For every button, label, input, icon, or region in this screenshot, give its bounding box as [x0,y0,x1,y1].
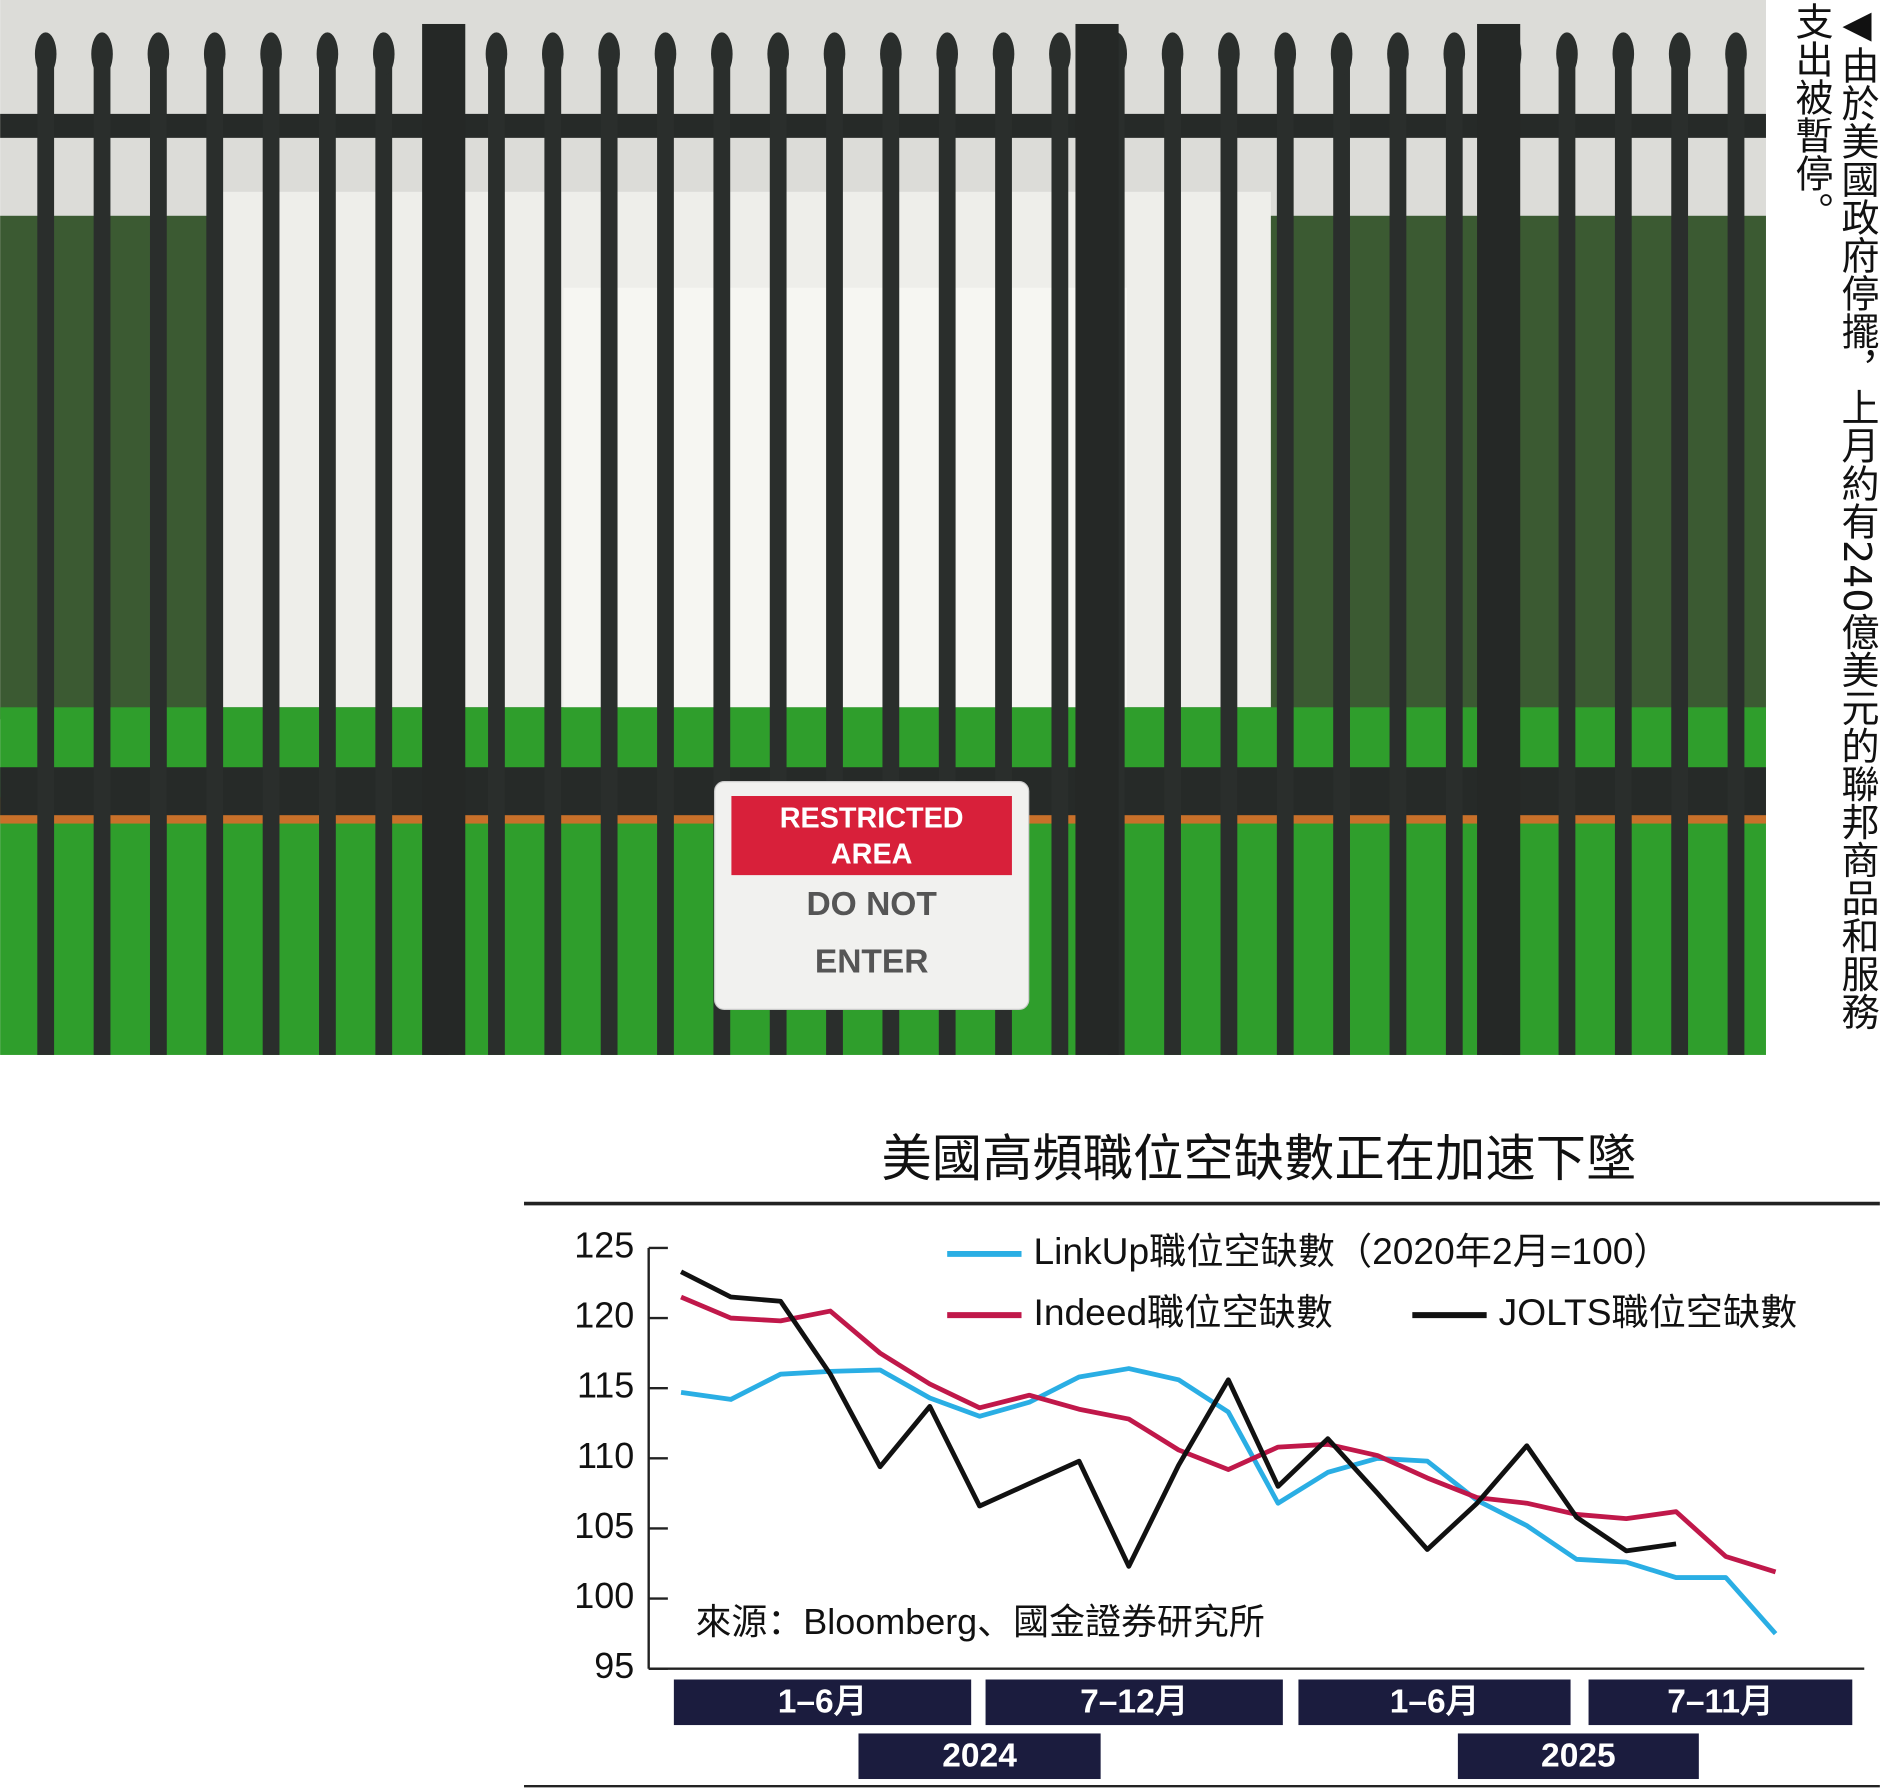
chart-title: 美國高頻職位空缺數正在加速下墜 [881,1130,1636,1187]
sign-band [731,796,1012,876]
bar [206,47,224,1055]
y-tick-label: 115 [577,1365,634,1406]
bar [488,47,505,1055]
series-line [679,1269,1677,1569]
sign-text: RESTRICTED [780,803,964,835]
post [422,23,466,1055]
period-box [1298,1679,1571,1726]
bar [544,47,562,1055]
period-box [1588,1679,1853,1726]
finial [1612,32,1635,76]
bar [319,47,336,1055]
bar [1164,47,1181,1055]
year-label: 2024 [942,1737,1017,1774]
bar [1671,47,1689,1055]
bar [262,47,280,1055]
bar [1614,47,1632,1055]
photo: RESTRICTED AREA DO NOT ENTER [0,0,1766,1055]
finial [936,32,958,76]
bar [657,47,674,1055]
finial [34,32,57,76]
finial [711,32,733,76]
bar [375,47,393,1055]
period-label: 7–11月 [1667,1683,1773,1720]
period-label: 1–6月 [1390,1683,1480,1720]
y-tick-label: 110 [577,1435,634,1476]
bar [1445,47,1463,1055]
post [1075,23,1119,1055]
sign-text: DO NOT [806,886,937,923]
finial [1049,32,1071,76]
finial [1443,32,1466,76]
bar [37,47,55,1055]
finial [1668,32,1691,76]
finial [372,32,395,76]
finial [203,32,226,76]
bar [600,47,618,1055]
y-tick-label: 95 [594,1645,634,1686]
bar [1051,47,1069,1055]
y-tick-label: 105 [574,1505,634,1546]
y-tick-label: 120 [574,1295,634,1336]
finial [1218,32,1240,76]
finial [485,32,508,76]
series-line [680,1294,1777,1575]
finial [260,32,282,76]
bar [1220,47,1238,1055]
y-tick-label: 125 [574,1224,634,1265]
finial [823,32,846,76]
finial [1556,32,1578,76]
year-label: 2025 [1541,1737,1616,1774]
portico [563,287,1128,708]
photo-caption: ◀由於美國政府停擺，上月約有240億美元的聯邦商品和服務支出被暫停。 [1789,2,1879,1031]
sign-text: ENTER [815,944,929,981]
finial [147,32,170,76]
finial [1274,32,1297,76]
bar [1389,47,1407,1055]
bar [93,47,111,1055]
bar [1727,47,1745,1055]
finial [880,32,902,76]
bar [1333,47,1350,1055]
period-label: 1–6月 [778,1683,868,1720]
bar [1276,47,1294,1055]
finial [91,32,113,76]
legend-label: JOLTS職位空缺數 [1499,1291,1798,1333]
year-box [1457,1733,1699,1780]
finial [1161,32,1184,76]
finial [542,32,564,76]
bar [1558,47,1576,1055]
finial [1725,32,1747,76]
finial [316,32,339,76]
finial [654,32,677,76]
finial [598,32,620,76]
period-label: 7–12月 [1080,1683,1188,1720]
y-tick-label: 100 [574,1575,634,1616]
period-box [985,1679,1283,1726]
year-box [858,1733,1101,1780]
series-line [680,1366,1778,1636]
finial [767,32,789,76]
legend-label: LinkUp職位空缺數（2020年2月=100） [1034,1230,1671,1272]
post [1477,23,1521,1055]
sign-text: AREA [831,839,913,871]
period-box [673,1679,972,1726]
legend-label: Indeed職位空缺數 [1034,1291,1333,1333]
finial [992,32,1015,76]
finial [1330,32,1353,76]
bar [149,47,167,1055]
source-note: 來源：Bloomberg、國金證券研究所 [695,1601,1264,1642]
finial [1387,32,1409,76]
